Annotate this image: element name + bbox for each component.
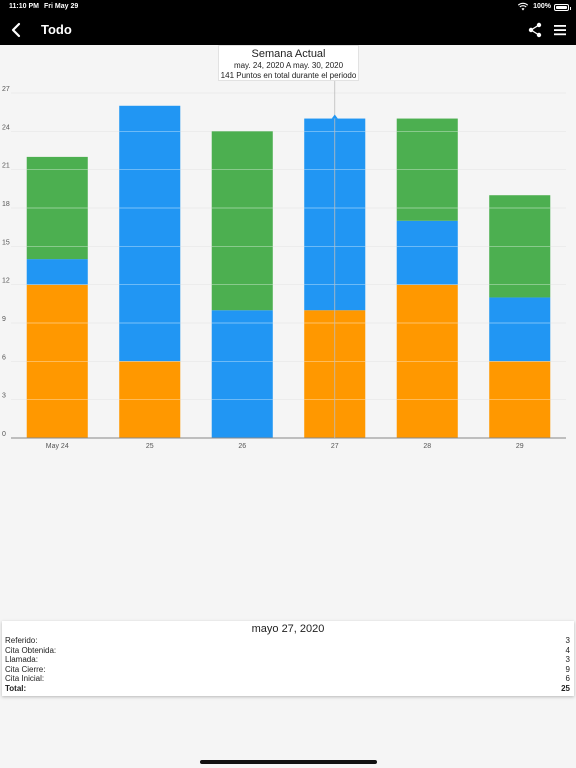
summary-total-label: Total:	[5, 683, 27, 693]
summary-row-total: Total: 25	[5, 684, 570, 694]
menu-button[interactable]	[552, 21, 568, 39]
y-tick-label: 27	[2, 86, 10, 93]
status-bar: 11:10 PM Fri May 29 100%	[0, 0, 576, 16]
chart-total-points: 141 Puntos en total durante el periodo	[220, 71, 357, 80]
summary-row-cita-cierre: Cita Cierre: 9	[5, 665, 570, 675]
summary-row-cita-inicial: Cita Inicial: 6	[5, 674, 570, 684]
summary-row-value: 3	[565, 636, 570, 645]
back-button[interactable]	[8, 20, 26, 40]
chart-area: 0 3 6 9 12 15 18 21 24 27 May 24 25 26 27 28 29 Semana …	[0, 45, 576, 465]
battery-percentage: 100%	[533, 3, 551, 10]
y-tick-label: 9	[2, 316, 6, 323]
share-icon	[528, 22, 542, 38]
status-time: 11:10 PM	[9, 3, 39, 10]
y-tick-label: 21	[2, 163, 10, 170]
summary-row-referido: Referido: 3	[5, 636, 570, 646]
bar-segment	[211, 310, 273, 438]
summary-row-cita-obtenida: Cita Obtenida: 4	[5, 646, 570, 656]
y-tick-label: 6	[2, 354, 6, 361]
summary-row-label: Cita Inicial:	[5, 674, 45, 683]
nav-bar: Todo	[0, 16, 576, 45]
summary-row-value: 3	[565, 655, 570, 664]
chevron-left-icon	[11, 22, 21, 38]
x-tick-label: 27	[331, 443, 339, 450]
highlight-marker	[331, 114, 338, 119]
summary-row-label: Llamada:	[5, 655, 38, 664]
x-tick-label: May 24	[46, 443, 69, 450]
summary-row-value: 4	[565, 645, 570, 655]
y-tick-label: 12	[2, 278, 10, 285]
x-tick-label: 26	[238, 443, 246, 450]
summary-row-value: 6	[565, 674, 570, 683]
y-tick-label: 3	[2, 393, 6, 400]
status-date: Fri May 29	[44, 3, 79, 10]
summary-row-value: 9	[565, 664, 570, 674]
day-summary-panel: mayo 27, 2020 Referido: 3 Cita Obtenida:…	[2, 621, 574, 696]
x-tick-label: 29	[516, 443, 524, 450]
chart-title: Semana Actual	[251, 48, 326, 60]
chart-date-range: may. 24, 2020 A may. 30, 2020	[233, 61, 344, 70]
x-tick-label: 28	[423, 443, 431, 450]
stacked-bar-chart[interactable]: 0 3 6 9 12 15 18 21 24 27 May 24 25 26 27 28 29	[0, 45, 576, 465]
y-tick-label: 0	[2, 431, 6, 438]
summary-date: mayo 27, 2020	[251, 623, 325, 635]
battery-icon	[554, 4, 571, 11]
bar-segment	[119, 105, 181, 362]
summary-row-label: Cita Obtenida:	[5, 645, 57, 655]
x-tick-label: 25	[146, 443, 154, 450]
y-tick-label: 15	[2, 239, 10, 246]
wifi-icon	[517, 2, 529, 13]
share-button[interactable]	[527, 21, 543, 39]
chart-header: Semana Actual may. 24, 2020 A may. 30, 2…	[218, 45, 359, 81]
summary-row-label: Referido:	[5, 636, 38, 645]
bar-segment	[489, 297, 551, 362]
home-indicator[interactable]	[200, 760, 377, 764]
hamburger-menu-icon	[554, 25, 566, 36]
y-tick-label: 18	[2, 201, 10, 208]
summary-total-value: 25	[561, 683, 570, 693]
summary-row-llamada: Llamada: 3	[5, 655, 570, 665]
y-tick-label: 24	[2, 124, 10, 131]
bar-segment	[26, 259, 88, 285]
bar-segment	[396, 220, 458, 285]
page-title: Todo	[41, 22, 72, 37]
bar-segment	[211, 131, 273, 311]
summary-row-label: Cita Cierre:	[5, 664, 46, 674]
